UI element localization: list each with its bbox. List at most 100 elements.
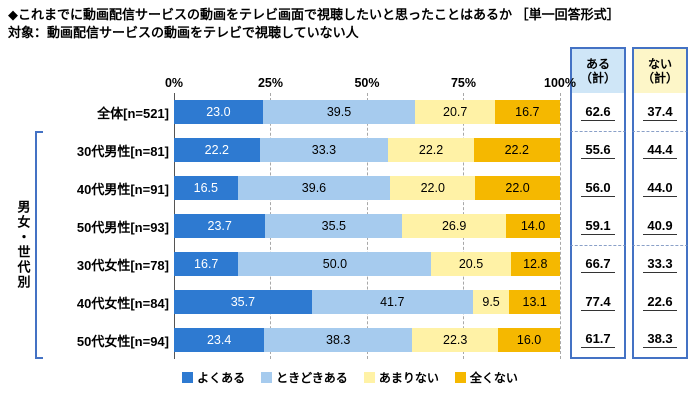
chart-subtitle: 対象：動画配信サービスの動画をテレビで視聴していない人 <box>8 24 359 40</box>
title-block: ◆これまでに動画配信サービスの動画をテレビ画面で視聴したいと思ったことはあるか … <box>8 6 692 41</box>
summary-aru-cell: 77.4 <box>570 283 626 322</box>
bar-segment-amarinai: 26.9 <box>402 214 507 239</box>
summary-aru-value: 77.4 <box>581 294 615 311</box>
row-label: 40代女性[n=84] <box>76 295 169 311</box>
bar-segment-tokidokiaru: 39.6 <box>237 176 391 201</box>
summary-nai-cell: 37.4 <box>632 93 688 132</box>
legend-swatch-yokuaru <box>182 372 194 384</box>
chart-row-zentai: 全体[n=521] 23.0 39.5 20.7 16.7 62.6 37.4 <box>8 93 692 132</box>
summary-header-aru-line2: （計） <box>579 71 616 86</box>
chart-title: ◆これまでに動画配信サービスの動画をテレビ画面で視聴したいと思ったことはあるか … <box>8 7 620 22</box>
summary-aru-cell: 66.7 <box>570 245 626 284</box>
legend: よくある ときどきある あまりない 全くない <box>8 369 692 386</box>
legend-swatch-tokidokiaru <box>261 372 273 384</box>
summary-nai-value: 33.3 <box>643 256 677 274</box>
bar-segment-mattakunai: 16.0 <box>498 328 560 353</box>
bar-segment-tokidokiaru: 35.5 <box>265 214 403 239</box>
group-bracket <box>35 131 43 360</box>
bar-segment-mattakunai: 22.2 <box>473 138 560 163</box>
bar-segment-yokuaru: 23.0 <box>174 100 263 125</box>
legend-item-mattakunai: 全くない <box>454 369 518 386</box>
summary-nai-value: 38.3 <box>643 331 677 348</box>
row-label: 40代男性[n=91] <box>76 181 169 197</box>
legend-swatch-amarinai <box>363 372 375 384</box>
axis-tick-25: 25% <box>257 76 284 91</box>
bar-segment-yokuaru: 35.7 <box>174 290 312 315</box>
summary-nai-cell: 44.4 <box>632 131 688 170</box>
summary-nai-cell: 33.3 <box>632 245 688 284</box>
bar-segment-amarinai: 22.2 <box>388 138 474 163</box>
summary-aru-cell: 55.6 <box>570 131 626 170</box>
bar-segment-amarinai: 22.3 <box>412 328 499 353</box>
legend-label: よくある <box>197 371 246 386</box>
bar-track: 23.0 39.5 20.7 16.7 <box>174 100 560 125</box>
chart-row-m40: 40代男性[n=91] 16.5 39.6 22.0 22.0 56.0 44.… <box>8 169 692 208</box>
summary-nai-value: 40.9 <box>643 218 677 235</box>
summary-header-aru: ある （計） <box>570 47 626 94</box>
bar-segment-tokidokiaru: 41.7 <box>311 290 473 315</box>
bar-segment-mattakunai: 13.1 <box>509 290 560 315</box>
bar-segment-yokuaru: 16.7 <box>174 252 239 277</box>
summary-nai-cell: 22.6 <box>632 283 688 322</box>
summary-nai-value: 44.0 <box>643 180 677 197</box>
row-label: 30代男性[n=81] <box>76 143 169 159</box>
bar-segment-mattakunai: 12.8 <box>510 252 560 277</box>
bar-segment-tokidokiaru: 39.5 <box>262 100 416 125</box>
bar-track: 23.4 38.3 22.3 16.0 <box>174 328 560 353</box>
summary-aru-value: 61.7 <box>581 331 615 348</box>
bar-segment-amarinai: 20.7 <box>415 100 496 125</box>
chart-rows: 男女・世代別 全体[n=521] 23.0 39.5 20.7 16.7 62.… <box>8 93 692 360</box>
bar-track: 22.2 33.3 22.2 22.2 <box>174 138 560 163</box>
summary-aru-value: 56.0 <box>581 180 615 197</box>
summary-header-aru-line1: ある <box>585 56 610 71</box>
summary-nai-value: 22.6 <box>643 294 677 311</box>
summary-nai-cell: 40.9 <box>632 207 688 246</box>
row-label: 50代女性[n=94] <box>76 333 169 349</box>
summary-aru-cell: 59.1 <box>570 207 626 246</box>
axis-tick-100: 100% <box>544 76 576 91</box>
bar-segment-tokidokiaru: 33.3 <box>259 138 389 163</box>
bar-track: 16.5 39.6 22.0 22.0 <box>174 176 560 201</box>
row-label: 30代女性[n=78] <box>76 257 169 273</box>
summary-aru-value: 66.7 <box>581 256 615 274</box>
bar-segment-amarinai: 22.0 <box>390 176 476 201</box>
summary-aru-cell: 56.0 <box>570 169 626 208</box>
axis-tick-50: 50% <box>354 76 380 91</box>
summary-aru-value: 59.1 <box>581 218 615 235</box>
summary-header-nai-line2: （計） <box>641 71 678 86</box>
bar-segment-mattakunai: 22.0 <box>475 176 560 201</box>
legend-swatch-mattakunai <box>454 372 466 384</box>
bar-segment-amarinai: 9.5 <box>472 290 510 315</box>
bar-segment-yokuaru: 22.2 <box>174 138 260 163</box>
gridline-100 <box>560 93 561 360</box>
legend-item-tokidokiaru: ときどきある <box>261 369 348 386</box>
axis-tick-0: 0% <box>164 76 184 91</box>
bar-segment-yokuaru: 23.7 <box>174 214 266 239</box>
bar-segment-mattakunai: 14.0 <box>506 214 560 239</box>
legend-label: 全くない <box>469 371 518 386</box>
summary-nai-cell: 38.3 <box>632 321 688 360</box>
chart-row-f50: 50代女性[n=94] 23.4 38.3 22.3 16.0 61.7 38.… <box>8 321 692 360</box>
row-label: 全体[n=521] <box>97 105 169 121</box>
summary-header-nai: ない （計） <box>632 47 688 94</box>
bar-segment-amarinai: 20.5 <box>431 252 511 277</box>
bar-segment-yokuaru: 16.5 <box>174 176 238 201</box>
row-label: 50代男性[n=93] <box>76 219 169 235</box>
legend-label: あまりない <box>378 371 439 386</box>
summary-aru-cell: 61.7 <box>570 321 626 360</box>
summary-nai-value: 37.4 <box>643 104 677 121</box>
bar-segment-yokuaru: 23.4 <box>174 328 265 353</box>
chart-row-m50: 50代男性[n=93] 23.7 35.5 26.9 14.0 59.1 40.… <box>8 207 692 246</box>
summary-aru-value: 62.6 <box>581 104 615 121</box>
chart-row-f30: 30代女性[n=78] 16.7 50.0 20.5 12.8 66.7 33.… <box>8 245 692 284</box>
x-axis: 0% 25% 50% 75% 100% <box>165 47 576 93</box>
summary-header-nai-line1: ない <box>647 56 672 71</box>
summary-aru-cell: 62.6 <box>570 93 626 132</box>
bar-segment-tokidokiaru: 50.0 <box>238 252 432 277</box>
summary-nai-cell: 44.0 <box>632 169 688 208</box>
chart-row-f40: 40代女性[n=84] 35.7 41.7 9.5 13.1 77.4 22.6 <box>8 283 692 322</box>
legend-item-amarinai: あまりない <box>363 369 439 386</box>
group-label: 男女・世代別 <box>15 200 31 291</box>
bar-track: 35.7 41.7 9.5 13.1 <box>174 290 560 315</box>
